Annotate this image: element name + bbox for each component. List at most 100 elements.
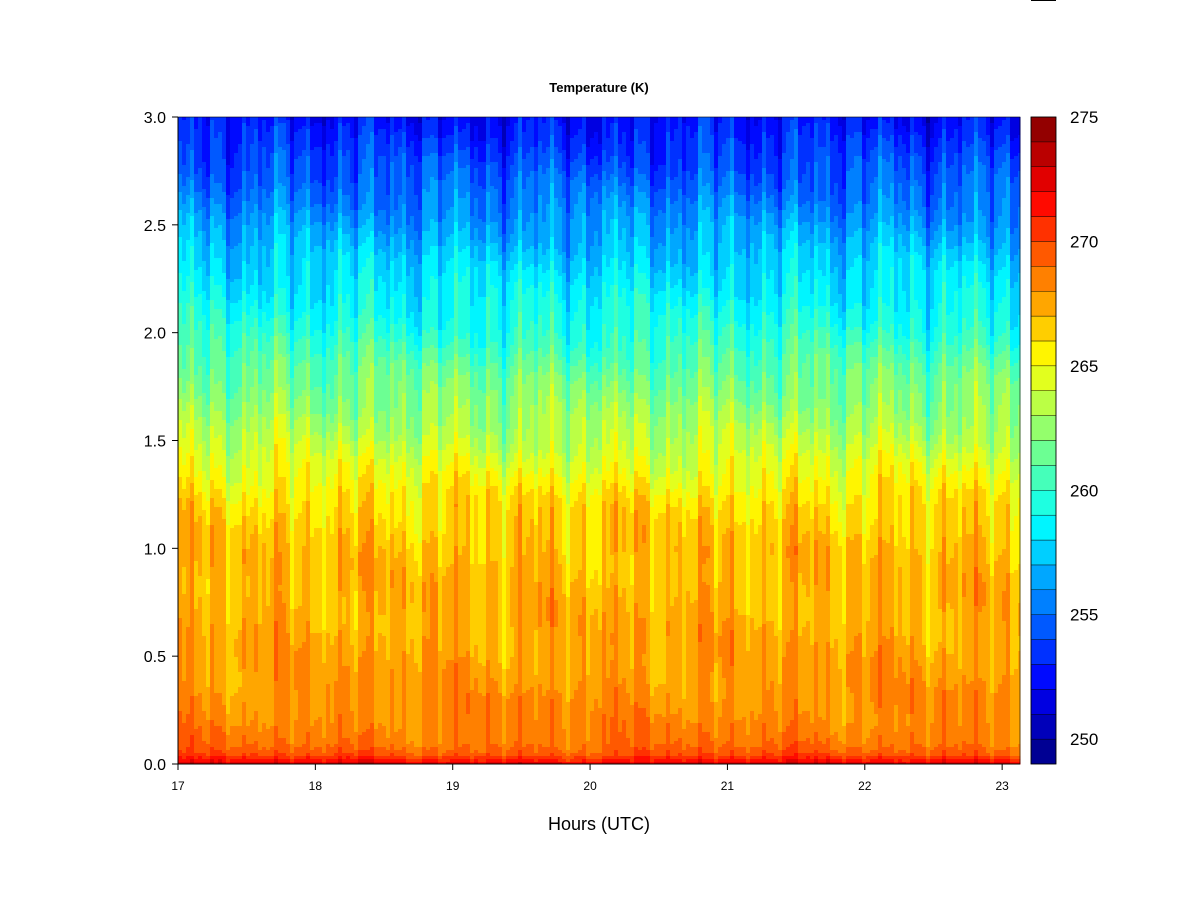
contour-cell [778, 159, 783, 163]
contour-cell [734, 192, 739, 196]
contour-cell [862, 201, 867, 205]
contour-cell [394, 126, 403, 130]
contour-cell [650, 174, 655, 178]
contour-cell [634, 225, 651, 229]
contour-cell [618, 186, 627, 190]
contour-cell [730, 120, 735, 124]
contour-cell [902, 222, 911, 226]
contour-cell [506, 183, 515, 187]
contour-cell [514, 123, 519, 127]
contour-cell [394, 141, 403, 145]
contour-cell [486, 216, 491, 220]
contour-cell [458, 228, 463, 232]
contour-cell [958, 120, 963, 124]
contour-cell [990, 129, 995, 133]
contour-cell [370, 174, 375, 178]
contour-cell [290, 195, 295, 199]
contour-cell [762, 141, 767, 145]
contour-cell [278, 204, 291, 208]
contour-cell [274, 171, 279, 175]
contour-cell [470, 228, 475, 232]
contour-cell [278, 117, 287, 121]
contour-cell [578, 198, 587, 202]
contour-cell [590, 198, 599, 202]
contour-cell [230, 153, 235, 157]
contour-cell [938, 162, 943, 166]
contour-cell [194, 201, 203, 205]
contour-cell [306, 228, 311, 232]
contour-cell [478, 159, 487, 163]
contour-cell [454, 144, 459, 148]
contour-cell [414, 168, 423, 172]
contour-cell [386, 168, 391, 172]
contour-cell [830, 213, 843, 217]
contour-cell [810, 231, 815, 235]
contour-cell [942, 150, 947, 154]
contour-cell [374, 174, 379, 178]
contour-cell [710, 162, 715, 166]
contour-cell [802, 222, 811, 226]
contour-cell [734, 198, 747, 202]
contour-cell [1014, 156, 1021, 160]
contour-cell [370, 141, 375, 145]
contour-cell [942, 144, 947, 148]
contour-cell [926, 210, 931, 214]
contour-cell [282, 183, 291, 187]
contour-cell [222, 132, 227, 136]
contour-cell [750, 204, 763, 208]
contour-cell [306, 210, 311, 214]
contour-cell [274, 153, 279, 157]
contour-cell [682, 222, 687, 226]
contour-cell [762, 219, 767, 223]
contour-cell [470, 135, 475, 139]
contour-cell [310, 216, 323, 220]
contour-cell [762, 201, 767, 205]
contour-cell [502, 231, 507, 235]
contour-cell [986, 183, 991, 187]
contour-cell [242, 144, 247, 148]
contour-cell [798, 117, 815, 121]
contour-cell [814, 180, 819, 184]
contour-cell [490, 177, 503, 181]
contour-cell [630, 222, 635, 226]
contour-cell [766, 180, 775, 184]
contour-cell [722, 144, 731, 148]
contour-cell [894, 126, 899, 130]
contour-cell [538, 168, 543, 172]
contour-cell [562, 225, 567, 229]
contour-cell [518, 135, 523, 139]
contour-cell [438, 162, 443, 166]
contour-cell [178, 168, 191, 172]
contour-cell [650, 156, 655, 160]
contour-cell [654, 126, 667, 130]
contour-cell [634, 123, 651, 127]
contour-cell [458, 183, 471, 187]
contour-cell [322, 123, 327, 127]
contour-cell [1010, 231, 1015, 235]
contour-cell [290, 156, 295, 160]
contour-cell [978, 120, 987, 124]
contour-cell [702, 228, 715, 232]
contour-cell [422, 186, 431, 190]
contour-cell [418, 207, 423, 211]
contour-cell [994, 168, 999, 172]
contour-cell [414, 222, 423, 226]
contour-cell [986, 147, 991, 151]
contour-cell [1006, 228, 1011, 232]
contour-cell [610, 192, 619, 196]
contour-cell [402, 222, 407, 226]
contour-cell [290, 231, 295, 235]
contour-cell [566, 123, 571, 127]
contour-cell [306, 180, 311, 184]
contour-cell [570, 156, 579, 160]
contour-cell [550, 216, 555, 220]
contour-cell [846, 135, 851, 139]
contour-cell [718, 168, 731, 172]
contour-cell [594, 231, 599, 235]
contour-cell [334, 222, 339, 226]
contour-cell [402, 117, 407, 121]
contour-cell [410, 123, 415, 127]
contour-cell [374, 192, 387, 196]
contour-cell [390, 231, 395, 235]
contour-cell [398, 228, 407, 232]
